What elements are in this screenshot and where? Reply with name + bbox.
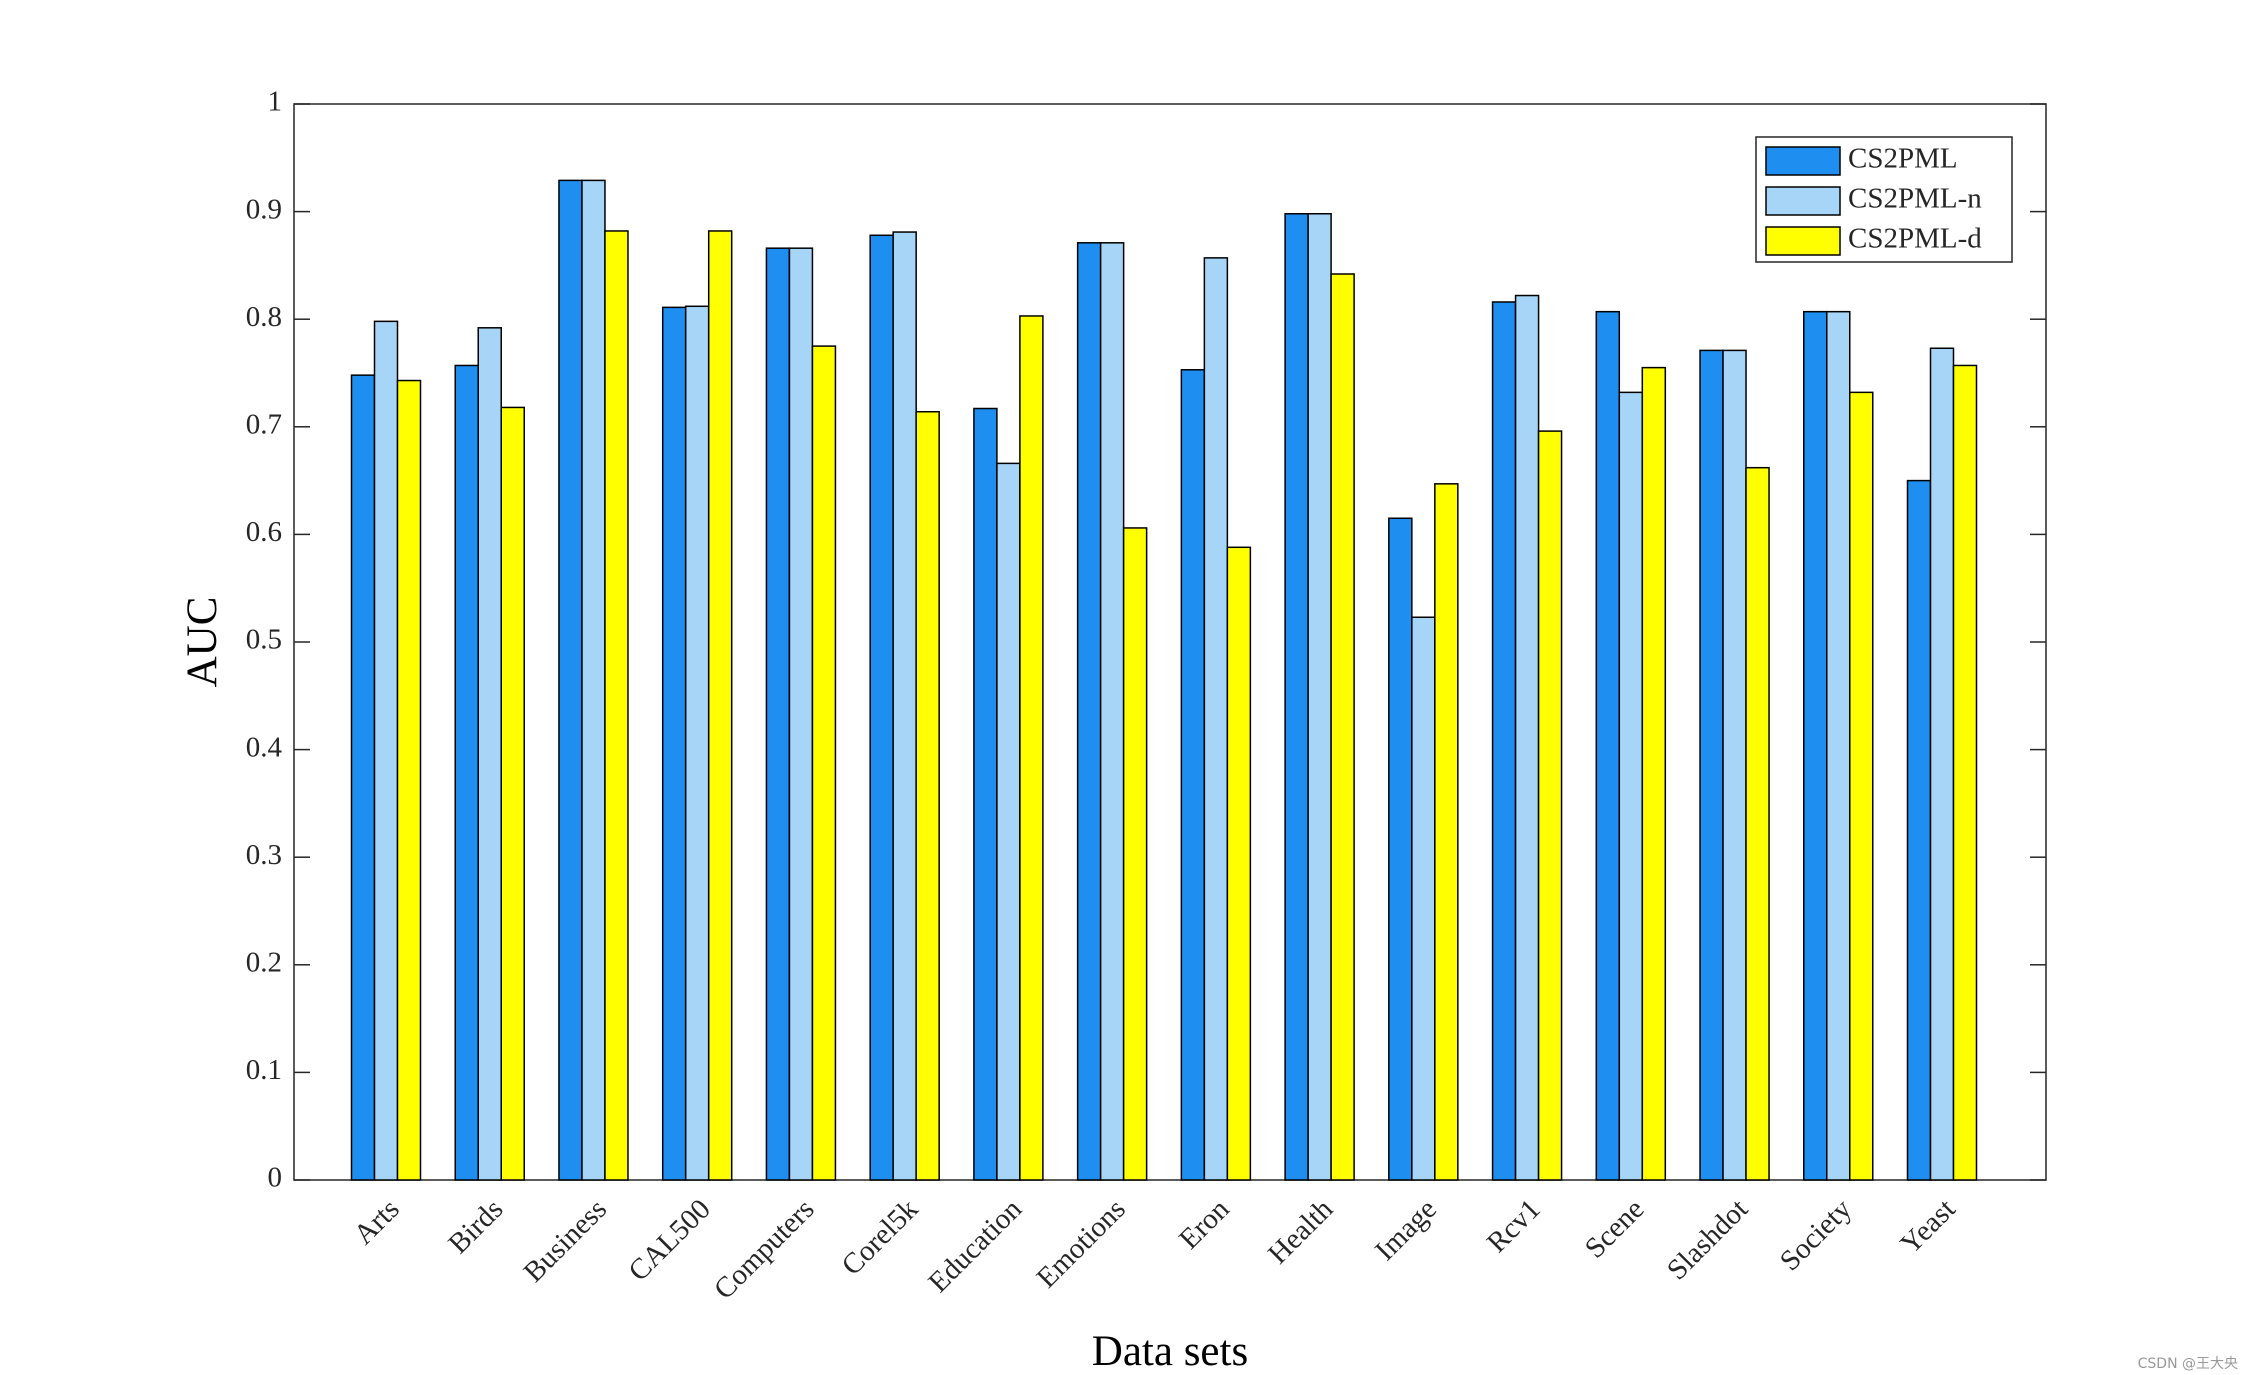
bar bbox=[1514, 294, 1540, 1181]
bar bbox=[500, 406, 525, 1181]
bar bbox=[1849, 391, 1874, 1181]
y-tick-label: 0.9 bbox=[246, 193, 282, 225]
watermark: CSDN @王大央 bbox=[2138, 1356, 2238, 1372]
x-tick-label: Eron bbox=[1173, 1193, 1236, 1256]
x-tick-label: Business bbox=[518, 1193, 614, 1289]
bar bbox=[1307, 213, 1332, 1181]
y-axis-label: AUC bbox=[179, 597, 226, 688]
x-tick-label: Corel5k bbox=[836, 1193, 925, 1282]
bar bbox=[1434, 483, 1459, 1181]
y-tick-label: 0.6 bbox=[246, 516, 282, 548]
bar bbox=[1722, 349, 1747, 1181]
x-tick-label: CAL500 bbox=[622, 1193, 716, 1287]
bar bbox=[996, 462, 1021, 1181]
bar bbox=[1699, 349, 1724, 1181]
y-tick-label: 0 bbox=[268, 1162, 283, 1194]
legend-label: CS2PML-n bbox=[1848, 183, 1982, 215]
bar bbox=[1388, 517, 1413, 1181]
x-tick-label: Image bbox=[1369, 1193, 1443, 1267]
bar bbox=[1745, 466, 1770, 1181]
bar bbox=[1099, 242, 1125, 1181]
y-tick-label: 0.5 bbox=[246, 624, 282, 656]
bar bbox=[1203, 257, 1229, 1181]
x-tick-label: Education bbox=[922, 1193, 1028, 1299]
bar bbox=[1826, 310, 1851, 1181]
x-axis-label: Data sets bbox=[1092, 1328, 1248, 1375]
bar bbox=[1803, 310, 1828, 1181]
y-tick-label: 0.2 bbox=[246, 946, 282, 978]
bar bbox=[1284, 213, 1309, 1181]
bar bbox=[1122, 527, 1148, 1181]
y-tick-label: 0.7 bbox=[246, 408, 282, 440]
bar bbox=[477, 327, 502, 1181]
bar bbox=[1226, 546, 1252, 1181]
y-tick-label: 0.1 bbox=[246, 1054, 282, 1086]
bar bbox=[869, 234, 894, 1181]
x-tick-label: Scene bbox=[1579, 1193, 1651, 1265]
bar bbox=[1330, 273, 1355, 1181]
bar bbox=[1641, 366, 1667, 1181]
bar bbox=[558, 179, 583, 1181]
legend-label: CS2PML bbox=[1848, 143, 1958, 175]
bar bbox=[765, 247, 791, 1181]
bar bbox=[811, 345, 837, 1181]
bar bbox=[454, 364, 479, 1181]
bar bbox=[707, 230, 733, 1181]
y-tick-label: 0.3 bbox=[246, 839, 282, 871]
bar bbox=[1491, 301, 1517, 1181]
bar bbox=[1411, 616, 1436, 1181]
bar bbox=[396, 379, 422, 1181]
legend-label: CS2PML-d bbox=[1848, 223, 1982, 255]
bar bbox=[1952, 364, 1978, 1181]
bar bbox=[1019, 315, 1044, 1181]
x-tick-label: Rcv1 bbox=[1481, 1193, 1547, 1259]
x-tick-label: Birds bbox=[442, 1193, 509, 1260]
y-tick-label: 0.8 bbox=[246, 301, 282, 333]
bar bbox=[892, 231, 917, 1181]
bar bbox=[1929, 347, 1955, 1181]
bar bbox=[973, 407, 998, 1181]
bar bbox=[915, 410, 940, 1181]
bar bbox=[1906, 479, 1932, 1181]
x-tick-label: Emotions bbox=[1031, 1193, 1132, 1294]
bar bbox=[661, 306, 687, 1181]
bar bbox=[1618, 391, 1644, 1181]
legend-swatch bbox=[1765, 186, 1841, 216]
bar bbox=[1537, 430, 1563, 1181]
y-tick-label: 1 bbox=[268, 86, 283, 118]
bar bbox=[684, 305, 710, 1181]
x-tick-label: Slashdot bbox=[1661, 1193, 1754, 1286]
y-tick-label: 0.4 bbox=[246, 731, 283, 763]
x-tick-label: Computers bbox=[708, 1193, 821, 1306]
bar bbox=[581, 179, 606, 1181]
bar bbox=[350, 374, 376, 1181]
bar bbox=[1180, 369, 1206, 1181]
x-tick-label: Yeast bbox=[1894, 1193, 1961, 1260]
bar bbox=[604, 230, 629, 1181]
bar bbox=[1595, 310, 1621, 1181]
bar bbox=[788, 247, 814, 1181]
legend-swatch bbox=[1765, 226, 1841, 256]
x-tick-label: Arts bbox=[348, 1193, 406, 1251]
bar bbox=[1076, 242, 1102, 1181]
x-tick-label: Society bbox=[1774, 1193, 1858, 1277]
plot-box bbox=[293, 103, 2047, 1181]
x-tick-label: Health bbox=[1262, 1193, 1340, 1271]
legend-swatch bbox=[1765, 146, 1841, 176]
bar bbox=[373, 320, 399, 1181]
